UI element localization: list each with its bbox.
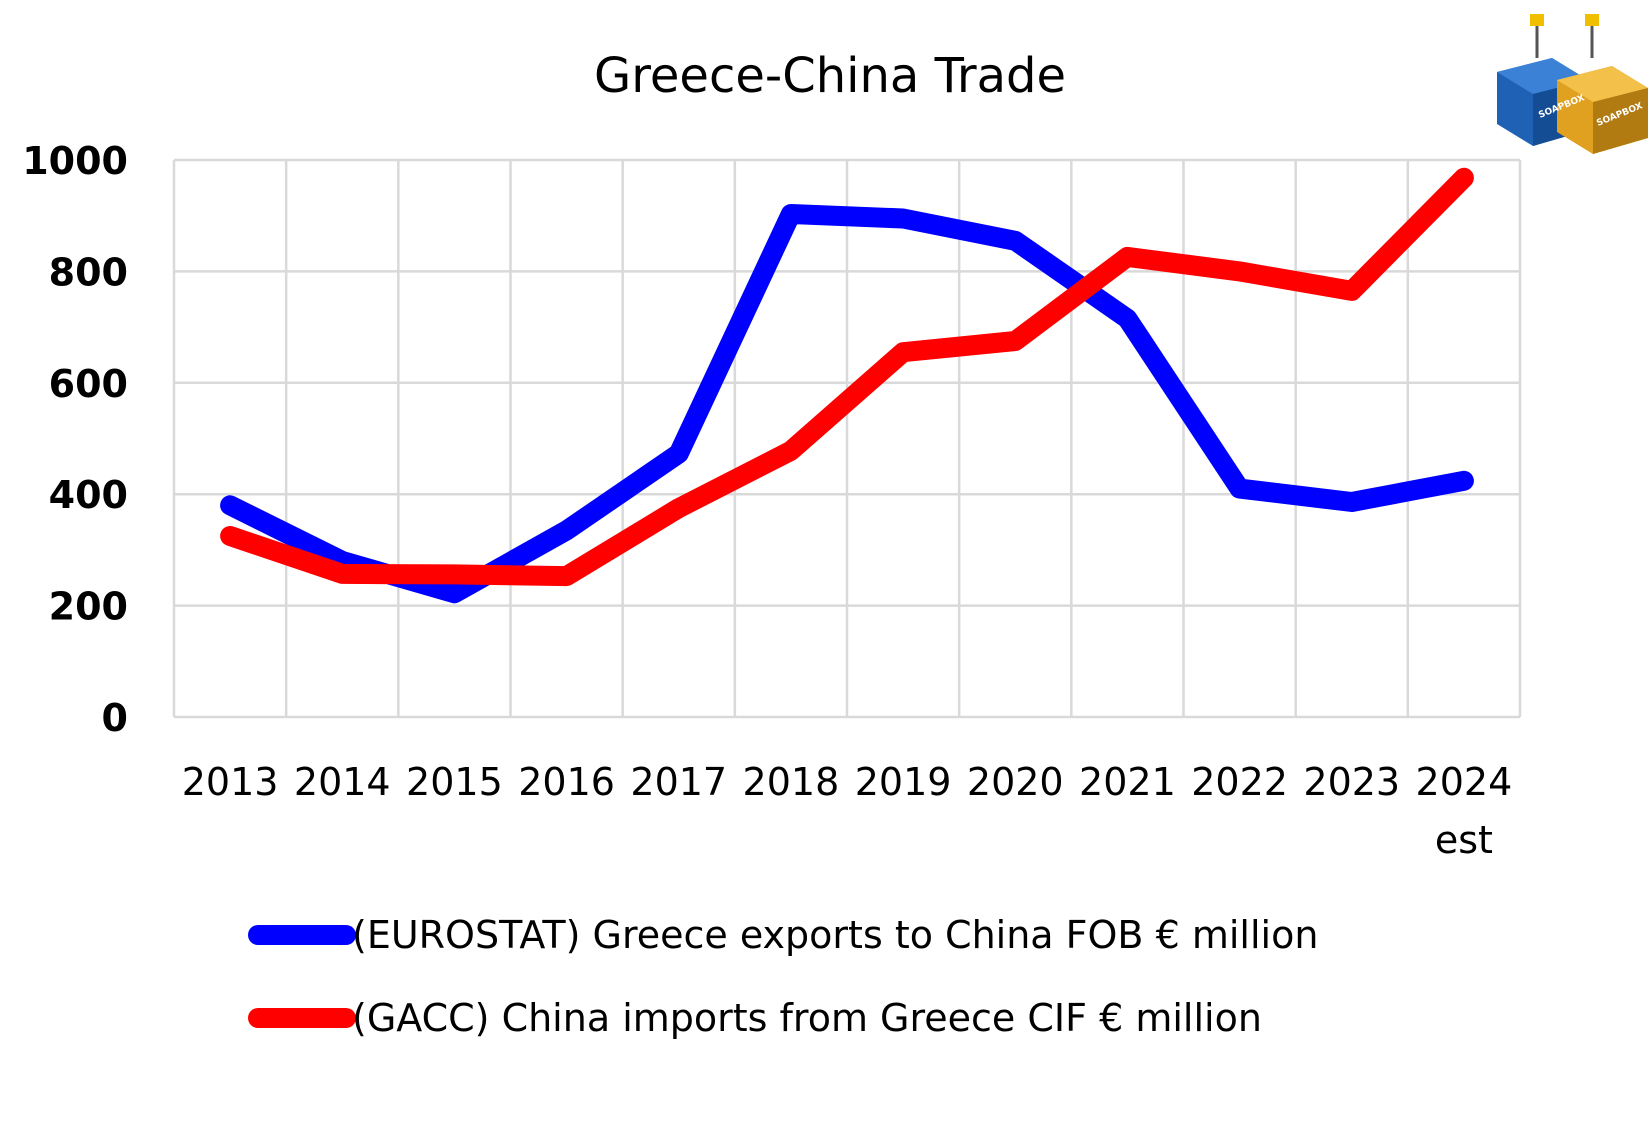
x-tick-label: 2021 <box>1079 760 1176 804</box>
legend-label: (EUROSTAT) Greece exports to China FOB €… <box>352 913 1318 957</box>
series-layer <box>220 167 1474 604</box>
y-axis: 0 200 400 600 800 1000 <box>22 139 128 740</box>
y-tick-label: 800 <box>49 250 128 294</box>
y-tick-label: 400 <box>49 473 128 517</box>
series-line-2 <box>220 167 1474 587</box>
y-tick-label: 0 <box>102 696 128 740</box>
x-tick-label: 2014 <box>294 760 391 804</box>
series-line-1 <box>220 204 1474 604</box>
x-tick-label: 2013 <box>182 760 279 804</box>
y-tick-label: 1000 <box>22 139 128 183</box>
x-tick-label: 2018 <box>743 760 840 804</box>
x-tick-label: 2017 <box>630 760 727 804</box>
y-tick-label: 600 <box>49 362 128 406</box>
x-tick-label: 2024 <box>1416 760 1513 804</box>
shipping-containers-logo: SOAPBOX SOAPBOX <box>1497 14 1648 154</box>
x-tick-label: 2016 <box>518 760 615 804</box>
legend-label: (GACC) China imports from Greece CIF € m… <box>352 996 1262 1040</box>
chart-title: Greece-China Trade <box>594 48 1066 104</box>
chart-grid <box>172 158 1522 719</box>
x-axis: 2013 2014 2015 2016 2017 2018 2019 2020 2021 2022… <box>182 760 1513 862</box>
x-tick-label: 2015 <box>406 760 503 804</box>
x-tick-label: 2023 <box>1303 760 1400 804</box>
y-tick-label: 200 <box>49 585 128 629</box>
legend: (EUROSTAT) Greece exports to China FOB €… <box>248 913 1318 1040</box>
x-tick-sublabel: est <box>1435 818 1493 862</box>
x-tick-label: 2020 <box>967 760 1064 804</box>
x-tick-label: 2019 <box>855 760 952 804</box>
x-tick-label: 2022 <box>1191 760 1288 804</box>
